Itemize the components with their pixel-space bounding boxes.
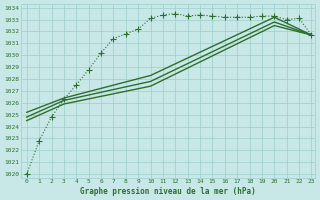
X-axis label: Graphe pression niveau de la mer (hPa): Graphe pression niveau de la mer (hPa) [80,187,256,196]
